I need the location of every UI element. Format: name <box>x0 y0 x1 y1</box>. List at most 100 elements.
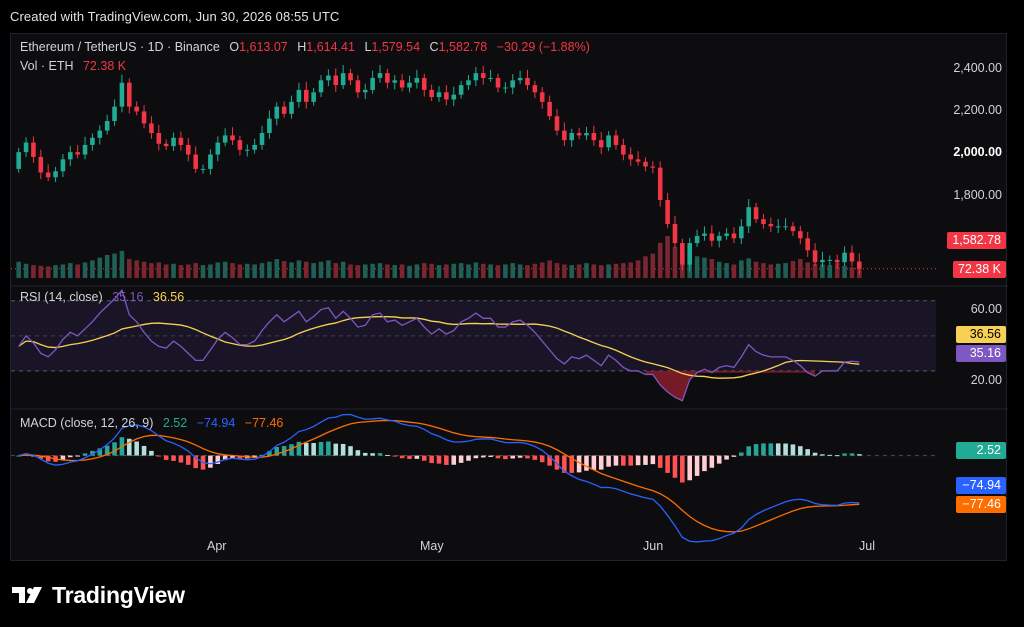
candle-body <box>362 89 368 93</box>
volume-bar <box>525 265 530 278</box>
volume-bar <box>584 263 589 278</box>
volume-bar <box>783 263 788 278</box>
volume-bar <box>104 254 110 278</box>
macd-histogram-bar <box>510 455 516 459</box>
macd-histogram-bar <box>208 455 213 468</box>
macd-histogram-bar <box>16 455 21 457</box>
candle-body <box>584 132 589 136</box>
candle-body <box>281 106 287 114</box>
macd-histogram-bar <box>849 453 855 456</box>
candle-body <box>230 135 235 141</box>
candle-body <box>731 233 737 239</box>
volume-bar <box>97 257 103 278</box>
macd-histogram-bar <box>274 447 280 456</box>
signal-line <box>18 419 860 533</box>
volume-bar <box>480 263 486 278</box>
rsi-label[interactable]: RSI (14, close) <box>20 290 103 304</box>
macd-histogram-bar <box>45 455 51 462</box>
candle-body <box>517 77 523 81</box>
macd-histogram-bar <box>377 453 383 456</box>
macd-label[interactable]: MACD (close, 12, 26, 9) <box>20 416 154 430</box>
volume-bar <box>90 260 95 278</box>
macd-histogram-bar <box>60 455 66 460</box>
volume-bar <box>259 263 265 278</box>
macd-histogram-bar <box>407 455 412 459</box>
brand-logo[interactable]: TradingView <box>12 580 185 610</box>
candle-body <box>805 238 810 251</box>
volume-bar <box>591 264 597 278</box>
volume-legend: Vol · ETH 72.38 K <box>20 59 126 73</box>
volume-bar <box>68 263 73 278</box>
volume-bar <box>414 264 420 278</box>
volume-bar <box>672 246 678 278</box>
macd-histogram-bar <box>97 448 103 456</box>
macd-histogram-bar <box>237 455 243 459</box>
candle-body <box>436 92 442 98</box>
candle-body <box>473 73 479 81</box>
volume-label[interactable]: Vol · ETH <box>20 59 74 73</box>
volume-bar <box>399 264 405 278</box>
macd-histogram-bar <box>385 454 390 456</box>
low-value: 1,579.54 <box>371 40 421 54</box>
macd-histogram-bar <box>694 455 700 476</box>
candle-body <box>252 144 257 150</box>
volume-bar <box>488 264 493 278</box>
macd-histogram-bar <box>554 455 560 470</box>
candle-body <box>687 243 692 265</box>
volume-bar <box>244 263 250 278</box>
macd-histogram-bar <box>215 455 221 465</box>
volume-bar <box>643 256 648 278</box>
macd-histogram-bar <box>812 452 818 456</box>
candle-body <box>399 80 405 88</box>
macd-histogram-bar <box>259 454 265 456</box>
change-value: −30.29 (−1.88%) <box>496 40 590 54</box>
high-value: 1,614.41 <box>306 40 355 54</box>
macd-histogram-bar <box>112 442 117 456</box>
macd-histogram-bar <box>421 455 427 461</box>
chart-canvas[interactable] <box>11 34 1008 562</box>
macd-histogram-bar <box>340 443 346 456</box>
month-label: Jul <box>859 539 875 553</box>
volume-bar <box>421 263 427 278</box>
volume-bar <box>495 265 501 278</box>
low-label: L <box>364 40 372 54</box>
macd-histogram-bar <box>127 438 132 456</box>
price-tick: 1,800.00 <box>953 188 1002 202</box>
macd-histogram-bar <box>709 455 715 468</box>
candle-body <box>643 161 648 167</box>
macd-histogram-bar <box>517 455 523 458</box>
candle-body <box>90 137 95 145</box>
rsi-tick: 60.00 <box>970 302 1002 316</box>
macd-histogram-bar <box>392 455 398 457</box>
candle-body <box>739 226 744 239</box>
volume-bar <box>134 260 139 278</box>
price-legend: Ethereum / TetherUS · 1D · Binance O1,61… <box>20 40 590 54</box>
candle-body <box>156 132 162 144</box>
candle-body <box>303 89 309 102</box>
candle-body <box>97 130 103 138</box>
volume-bar <box>31 265 36 278</box>
macd-hist-value: 2.52 <box>162 416 188 430</box>
macd-histogram-bar <box>466 455 471 461</box>
candle-body <box>716 235 722 241</box>
candle-body <box>709 233 715 241</box>
candle-body <box>569 132 575 141</box>
volume-bar <box>503 264 508 278</box>
macd-histogram-bar <box>532 455 538 460</box>
volume-bar <box>311 263 316 278</box>
macd-histogram-bar <box>451 455 457 465</box>
month-label: May <box>420 539 444 553</box>
volume-bar <box>127 259 132 278</box>
candle-body <box>178 137 184 145</box>
macd-legend: MACD (close, 12, 26, 9) 2.52 −74.94 −77.… <box>20 416 283 430</box>
macd-histogram-bar <box>834 455 840 457</box>
candle-body <box>842 252 847 263</box>
volume-bar <box>208 264 213 278</box>
symbol-name[interactable]: Ethereum / TetherUS · 1D · Binance <box>20 40 220 54</box>
candle-body <box>421 77 427 90</box>
macd-histogram-bar <box>768 443 774 456</box>
chart-area[interactable] <box>10 33 1008 562</box>
volume-bar <box>407 265 412 278</box>
candle-body <box>127 82 132 107</box>
candle-body <box>82 144 88 155</box>
